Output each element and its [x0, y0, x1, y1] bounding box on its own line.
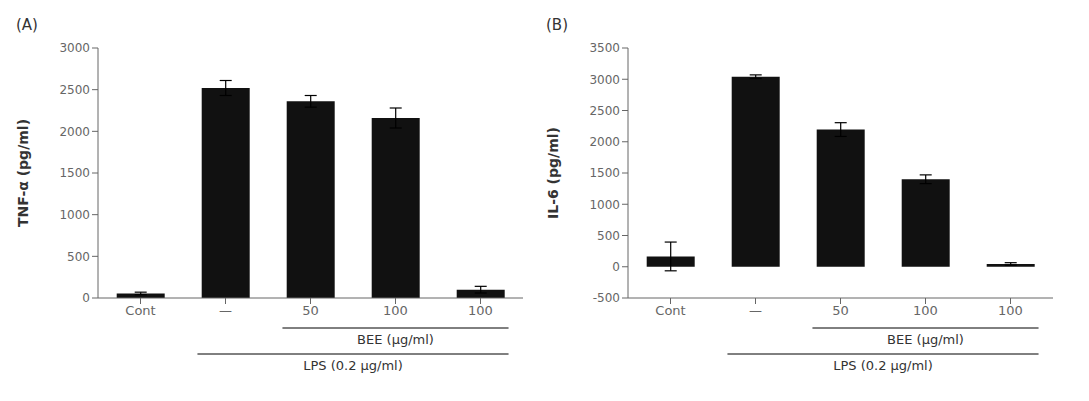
svg-text:2500: 2500: [589, 104, 620, 118]
svg-text:2000: 2000: [589, 135, 620, 149]
svg-text:50: 50: [832, 303, 849, 318]
svg-text:LPS (0.2 μg/ml): LPS (0.2 μg/ml): [303, 358, 403, 373]
svg-text:LPS (0.2 μg/ml): LPS (0.2 μg/ml): [833, 358, 933, 373]
svg-text:BEE (μg/ml): BEE (μg/ml): [357, 332, 434, 347]
svg-text:3500: 3500: [589, 41, 620, 55]
svg-text:Cont: Cont: [125, 303, 155, 318]
svg-text:0: 0: [82, 291, 90, 305]
svg-text:Cont: Cont: [655, 303, 685, 318]
svg-text:(A): (A): [16, 16, 38, 34]
svg-text:IL-6 (pg/ml): IL-6 (pg/ml): [545, 127, 561, 219]
svg-text:—: —: [219, 303, 232, 318]
svg-text:100: 100: [468, 303, 493, 318]
svg-text:50: 50: [302, 303, 319, 318]
svg-text:(B): (B): [546, 16, 568, 34]
svg-text:1000: 1000: [59, 208, 90, 222]
svg-text:100: 100: [998, 303, 1023, 318]
svg-text:1500: 1500: [59, 166, 90, 180]
svg-text:2000: 2000: [59, 125, 90, 139]
svg-text:2500: 2500: [59, 83, 90, 97]
svg-text:BEE (μg/ml): BEE (μg/ml): [887, 332, 964, 347]
svg-text:100: 100: [383, 303, 408, 318]
svg-text:500: 500: [597, 229, 620, 243]
svg-text:—: —: [749, 303, 762, 318]
svg-text:3000: 3000: [59, 41, 90, 55]
svg-text:1500: 1500: [589, 166, 620, 180]
svg-text:3000: 3000: [589, 73, 620, 87]
svg-text:TNF-α (pg/ml): TNF-α (pg/ml): [15, 119, 31, 227]
svg-text:-500: -500: [593, 291, 620, 305]
svg-text:500: 500: [67, 250, 90, 264]
svg-text:0: 0: [612, 260, 620, 274]
svg-text:1000: 1000: [589, 198, 620, 212]
svg-text:100: 100: [913, 303, 938, 318]
